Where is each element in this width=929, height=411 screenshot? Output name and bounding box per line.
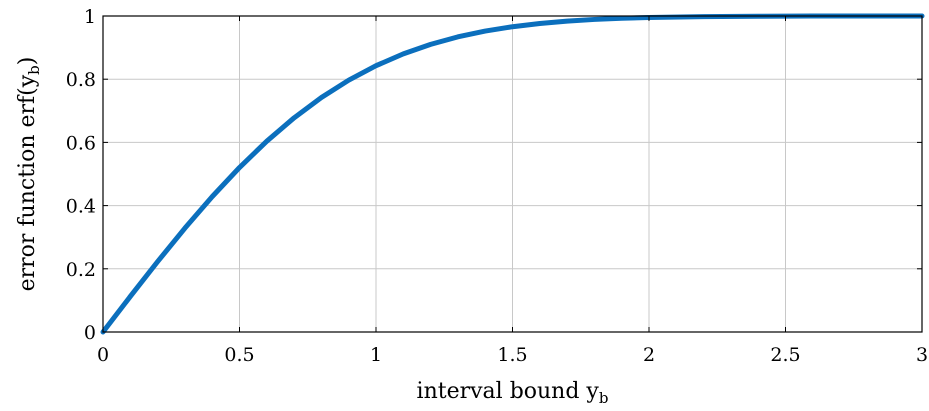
y-tick-labels: 0 0.2 0.4 0.6 0.8 1 xyxy=(66,6,96,344)
y-tick-label: 0 xyxy=(84,322,96,344)
grid xyxy=(102,15,923,333)
x-axis-label: interval bound yb xyxy=(417,379,609,407)
tick-marks xyxy=(102,15,923,333)
series-group xyxy=(100,13,925,335)
x-tick-label: 0.5 xyxy=(224,344,254,366)
y-tick-label: 1 xyxy=(84,6,96,28)
x-tick-label: 0 xyxy=(97,344,109,366)
y-tick-label: 0.4 xyxy=(66,196,96,218)
x-tick-label: 3 xyxy=(916,344,928,366)
x-tick-label: 2 xyxy=(643,344,655,366)
y-axis-label: error function erf(yb) xyxy=(15,57,43,292)
x-tick-labels: 0 0.5 1 1.5 2 2.5 3 xyxy=(97,344,928,366)
y-tick-label: 0.6 xyxy=(66,132,96,154)
x-tick-label: 2.5 xyxy=(770,344,800,366)
y-tick-label: 0.2 xyxy=(66,259,96,281)
y-tick-label: 0.8 xyxy=(66,69,96,91)
x-tick-label: 1 xyxy=(370,344,382,366)
series-line xyxy=(100,13,925,335)
x-tick-label: 1.5 xyxy=(497,344,527,366)
